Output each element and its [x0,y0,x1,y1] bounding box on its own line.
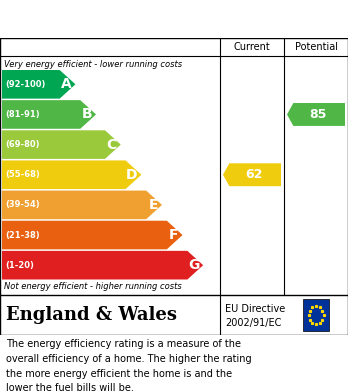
Text: Potential: Potential [294,42,338,52]
Text: E: E [149,198,158,212]
Bar [303,300,329,331]
Polygon shape [2,251,203,280]
Text: (81-91): (81-91) [5,110,40,119]
Text: (69-80): (69-80) [5,140,40,149]
Text: A: A [61,77,71,91]
Polygon shape [2,190,162,219]
Text: Not energy efficient - higher running costs: Not energy efficient - higher running co… [4,282,182,291]
Polygon shape [2,130,121,159]
Text: Current: Current [234,42,270,52]
Polygon shape [223,163,281,186]
Text: (39-54): (39-54) [5,201,40,210]
Text: G: G [188,258,199,272]
Text: Very energy efficient - lower running costs: Very energy efficient - lower running co… [4,60,182,69]
Text: (1-20): (1-20) [5,261,34,270]
Polygon shape [2,70,76,99]
Text: 2002/91/EC: 2002/91/EC [225,318,282,328]
Text: England & Wales: England & Wales [6,306,177,324]
Text: B: B [81,108,92,122]
Text: (21-38): (21-38) [5,231,40,240]
Text: D: D [126,168,137,182]
Text: (92-100): (92-100) [5,80,45,89]
Text: The energy efficiency rating is a measure of the
overall efficiency of a home. T: The energy efficiency rating is a measur… [6,339,252,391]
Text: 85: 85 [309,108,326,121]
Polygon shape [2,160,141,189]
Text: EU Directive: EU Directive [225,304,285,314]
Text: 62: 62 [245,168,263,181]
Text: (55-68): (55-68) [5,170,40,179]
Text: Energy Efficiency Rating: Energy Efficiency Rating [8,11,229,27]
Text: C: C [106,138,117,152]
Text: F: F [169,228,179,242]
Polygon shape [287,103,345,126]
Polygon shape [2,221,183,249]
Polygon shape [2,100,96,129]
